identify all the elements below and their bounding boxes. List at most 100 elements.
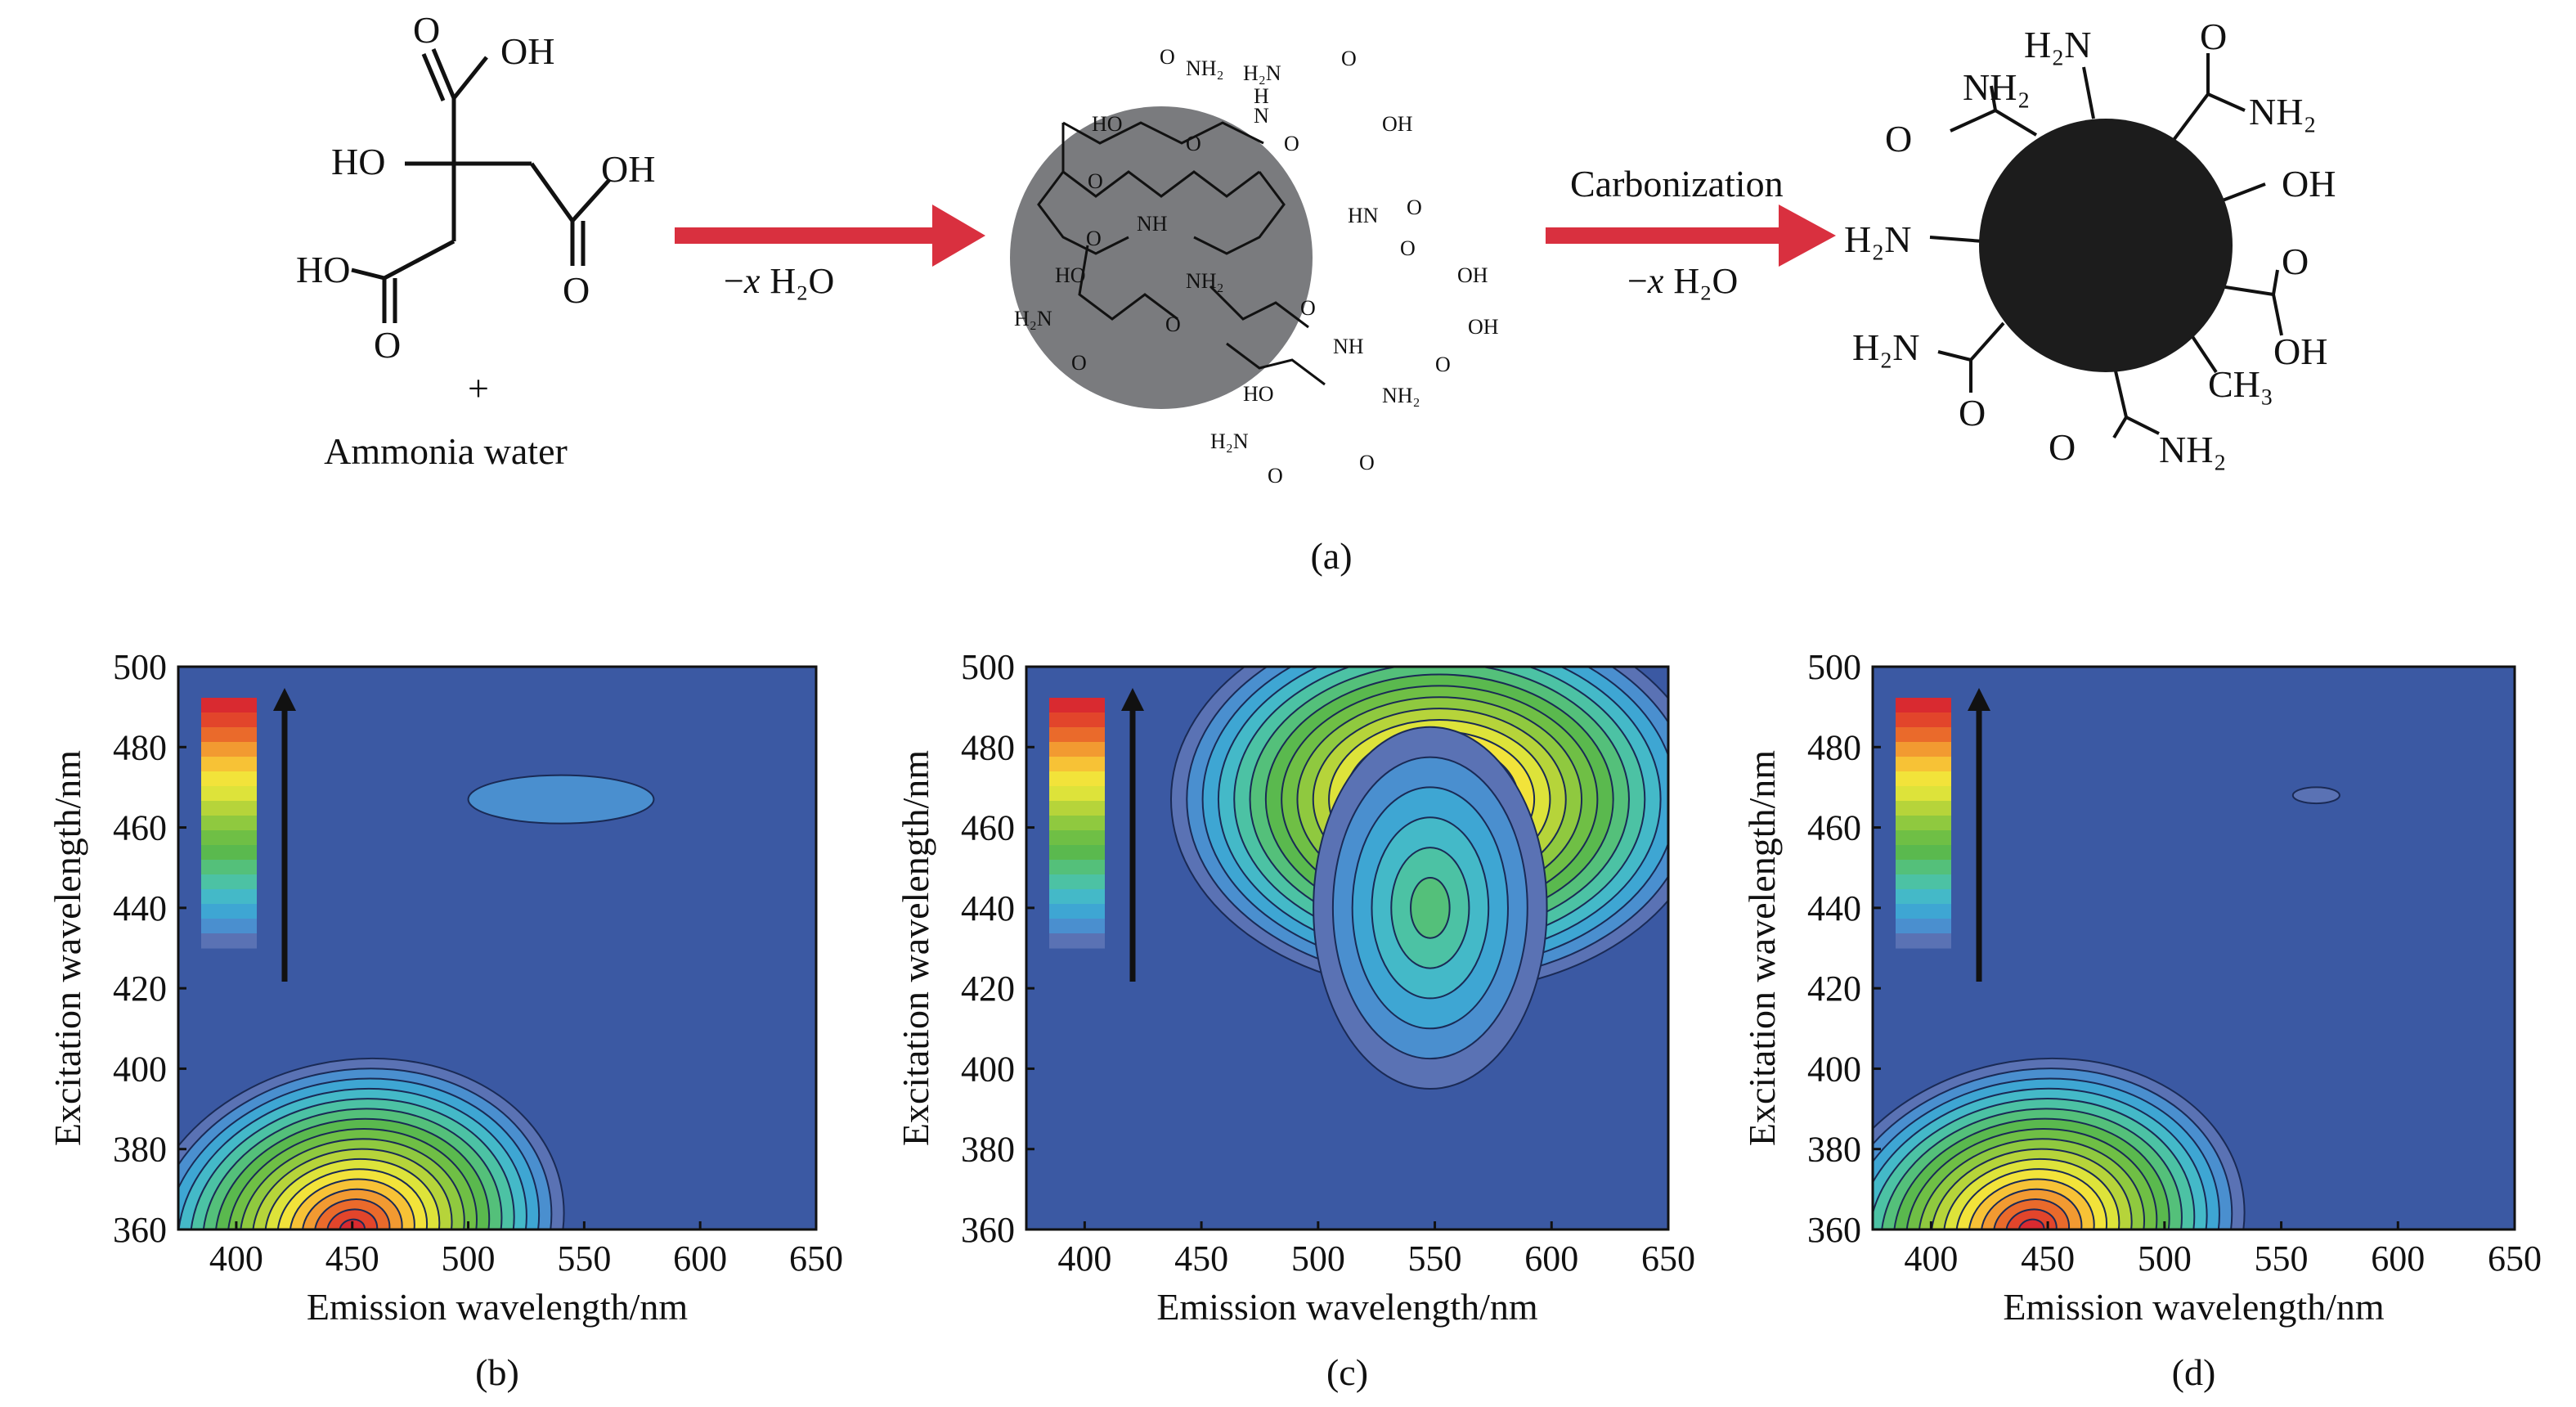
cd-o-d: O xyxy=(2282,240,2309,282)
poly-t17: NH₂ xyxy=(1186,269,1224,293)
cd-h2n-top: H₂N xyxy=(2024,24,2091,65)
x-tick-label: 650 xyxy=(2488,1238,2542,1279)
colorbar-segment xyxy=(1049,698,1105,713)
citric-o-top: O xyxy=(413,9,440,51)
poly-t23: NH xyxy=(1333,335,1364,358)
y-axis-label: Excitation wavelength/nm xyxy=(1741,750,1783,1146)
colorbar-segment xyxy=(201,727,257,743)
poly-t2: NH₂ xyxy=(1186,56,1224,80)
colorbar-segment xyxy=(1049,727,1105,743)
citric-o-right: O xyxy=(563,269,590,311)
carbonization-label: Carbonization xyxy=(1570,163,1784,205)
contour-layer xyxy=(1170,667,1668,1090)
poly-t26: O xyxy=(1300,296,1316,320)
colorbar-segment xyxy=(1896,933,1951,949)
panel-b-contour-plot: 400 450 500 550 600 650 360 380 400 420 440 460 480 5… xyxy=(47,647,843,1393)
contour-level xyxy=(2291,786,2340,805)
y-tick-label: 380 xyxy=(1807,1130,1861,1170)
colorbar-segment xyxy=(1049,889,1105,905)
panel-label-b: (b) xyxy=(475,1351,519,1393)
x-tick-label: 500 xyxy=(442,1238,496,1279)
poly-t28: NH₂ xyxy=(1382,384,1420,407)
y-tick-label: 360 xyxy=(113,1210,167,1250)
x-tick-label: 500 xyxy=(1291,1238,1345,1279)
x-tick-label: 600 xyxy=(673,1238,727,1279)
reaction-arrow-2: Carbonization −x H₂O xyxy=(1546,163,1836,301)
colorbar-segment xyxy=(201,712,257,728)
poly-t24: OH xyxy=(1468,315,1499,339)
colorbar-segment xyxy=(201,742,257,757)
cd-o-b: O xyxy=(2200,16,2227,57)
colorbar-segment xyxy=(1896,889,1951,905)
carbon-dot: H₂N NH₂ O O NH₂ OH H₂N O OH CH₃ H₂N O O … xyxy=(1844,16,2336,470)
panel-d-contour-plot: 400 450 500 550 600 650 360 380 400 420 440 460 480 5… xyxy=(1741,647,2542,1393)
poly-t19: OH xyxy=(1457,263,1488,287)
y-tick-label: 420 xyxy=(1807,969,1861,1009)
x-tick-label: 550 xyxy=(2255,1238,2309,1279)
y-tick-label: 400 xyxy=(1807,1049,1861,1089)
colorbar-segment xyxy=(1049,786,1105,802)
colorbar-segment xyxy=(1896,742,1951,757)
poly-t12: NH xyxy=(1137,212,1168,236)
colorbar-segment xyxy=(201,757,257,772)
colorbar-segment xyxy=(1896,757,1951,772)
colorbar-segment xyxy=(1049,874,1105,890)
colorbar-segment xyxy=(201,830,257,846)
panel-label-a: (a) xyxy=(1310,535,1352,577)
cd-o-a: O xyxy=(1885,118,1912,160)
poly-t22: O xyxy=(1165,312,1181,336)
colorbar-segment xyxy=(1896,786,1951,802)
colorbar-segment xyxy=(201,919,257,934)
panel-label-c: (c) xyxy=(1326,1351,1368,1393)
colorbar-segment xyxy=(201,816,257,831)
y-axis-label: Excitation wavelength/nm xyxy=(47,750,88,1146)
contour-level xyxy=(1410,877,1451,939)
poly-t20: H₂N xyxy=(1014,307,1052,330)
poly-t21: O xyxy=(1071,351,1087,375)
x-tick-label: 550 xyxy=(557,1238,611,1279)
y-tick-label: 460 xyxy=(113,808,167,848)
cd-nh2-f: NH₂ xyxy=(2159,429,2226,470)
poly-t29: H₂N xyxy=(1210,429,1249,453)
colorbar-segment xyxy=(1049,712,1105,728)
y-tick-label: 400 xyxy=(961,1049,1015,1089)
y-tick-label: 460 xyxy=(1807,808,1861,848)
x-axis-label: Emission wavelength/nm xyxy=(2003,1286,2385,1328)
y-tick-label: 500 xyxy=(961,647,1015,687)
y-tick-label: 380 xyxy=(961,1130,1015,1170)
cd-h2n-e: H₂N xyxy=(1852,326,1919,368)
y-tick-label: 440 xyxy=(961,888,1015,928)
colorbar-segment xyxy=(1896,771,1951,787)
poly-t25: O xyxy=(1435,353,1451,376)
cd-h2n-left: H₂N xyxy=(1844,218,1911,260)
colorbar-segment xyxy=(201,771,257,787)
poly-t5: HO xyxy=(1092,112,1123,136)
poly-t30: O xyxy=(1268,464,1283,488)
colorbar-segment xyxy=(1049,816,1105,831)
reagent-label: Ammonia water xyxy=(324,430,568,472)
x-tick-label: 600 xyxy=(2371,1238,2425,1279)
colorbar-segment xyxy=(1049,933,1105,949)
plot-frame xyxy=(1025,665,1670,1231)
y-tick-label: 460 xyxy=(961,808,1015,848)
contour-level xyxy=(326,1208,379,1229)
poly-t9: O xyxy=(1186,132,1201,155)
y-tick-label: 360 xyxy=(961,1210,1015,1250)
colorbar-segment xyxy=(1049,919,1105,934)
colorbar-segment xyxy=(1049,771,1105,787)
colorbar-segment xyxy=(201,860,257,875)
colorbar-segment xyxy=(201,904,257,919)
y-tick-label: 420 xyxy=(113,969,167,1009)
colorbar-segment xyxy=(1049,860,1105,875)
colorbar-segment xyxy=(1896,919,1951,934)
colorbar-segment xyxy=(201,933,257,949)
x-tick-label: 550 xyxy=(1408,1238,1462,1279)
cd-nh2-a: NH₂ xyxy=(1963,66,2030,108)
colorbar-segment xyxy=(1896,860,1951,875)
poly-t13: HN xyxy=(1348,204,1379,227)
colorbar-segment xyxy=(1896,727,1951,743)
x-tick-label: 600 xyxy=(1524,1238,1578,1279)
